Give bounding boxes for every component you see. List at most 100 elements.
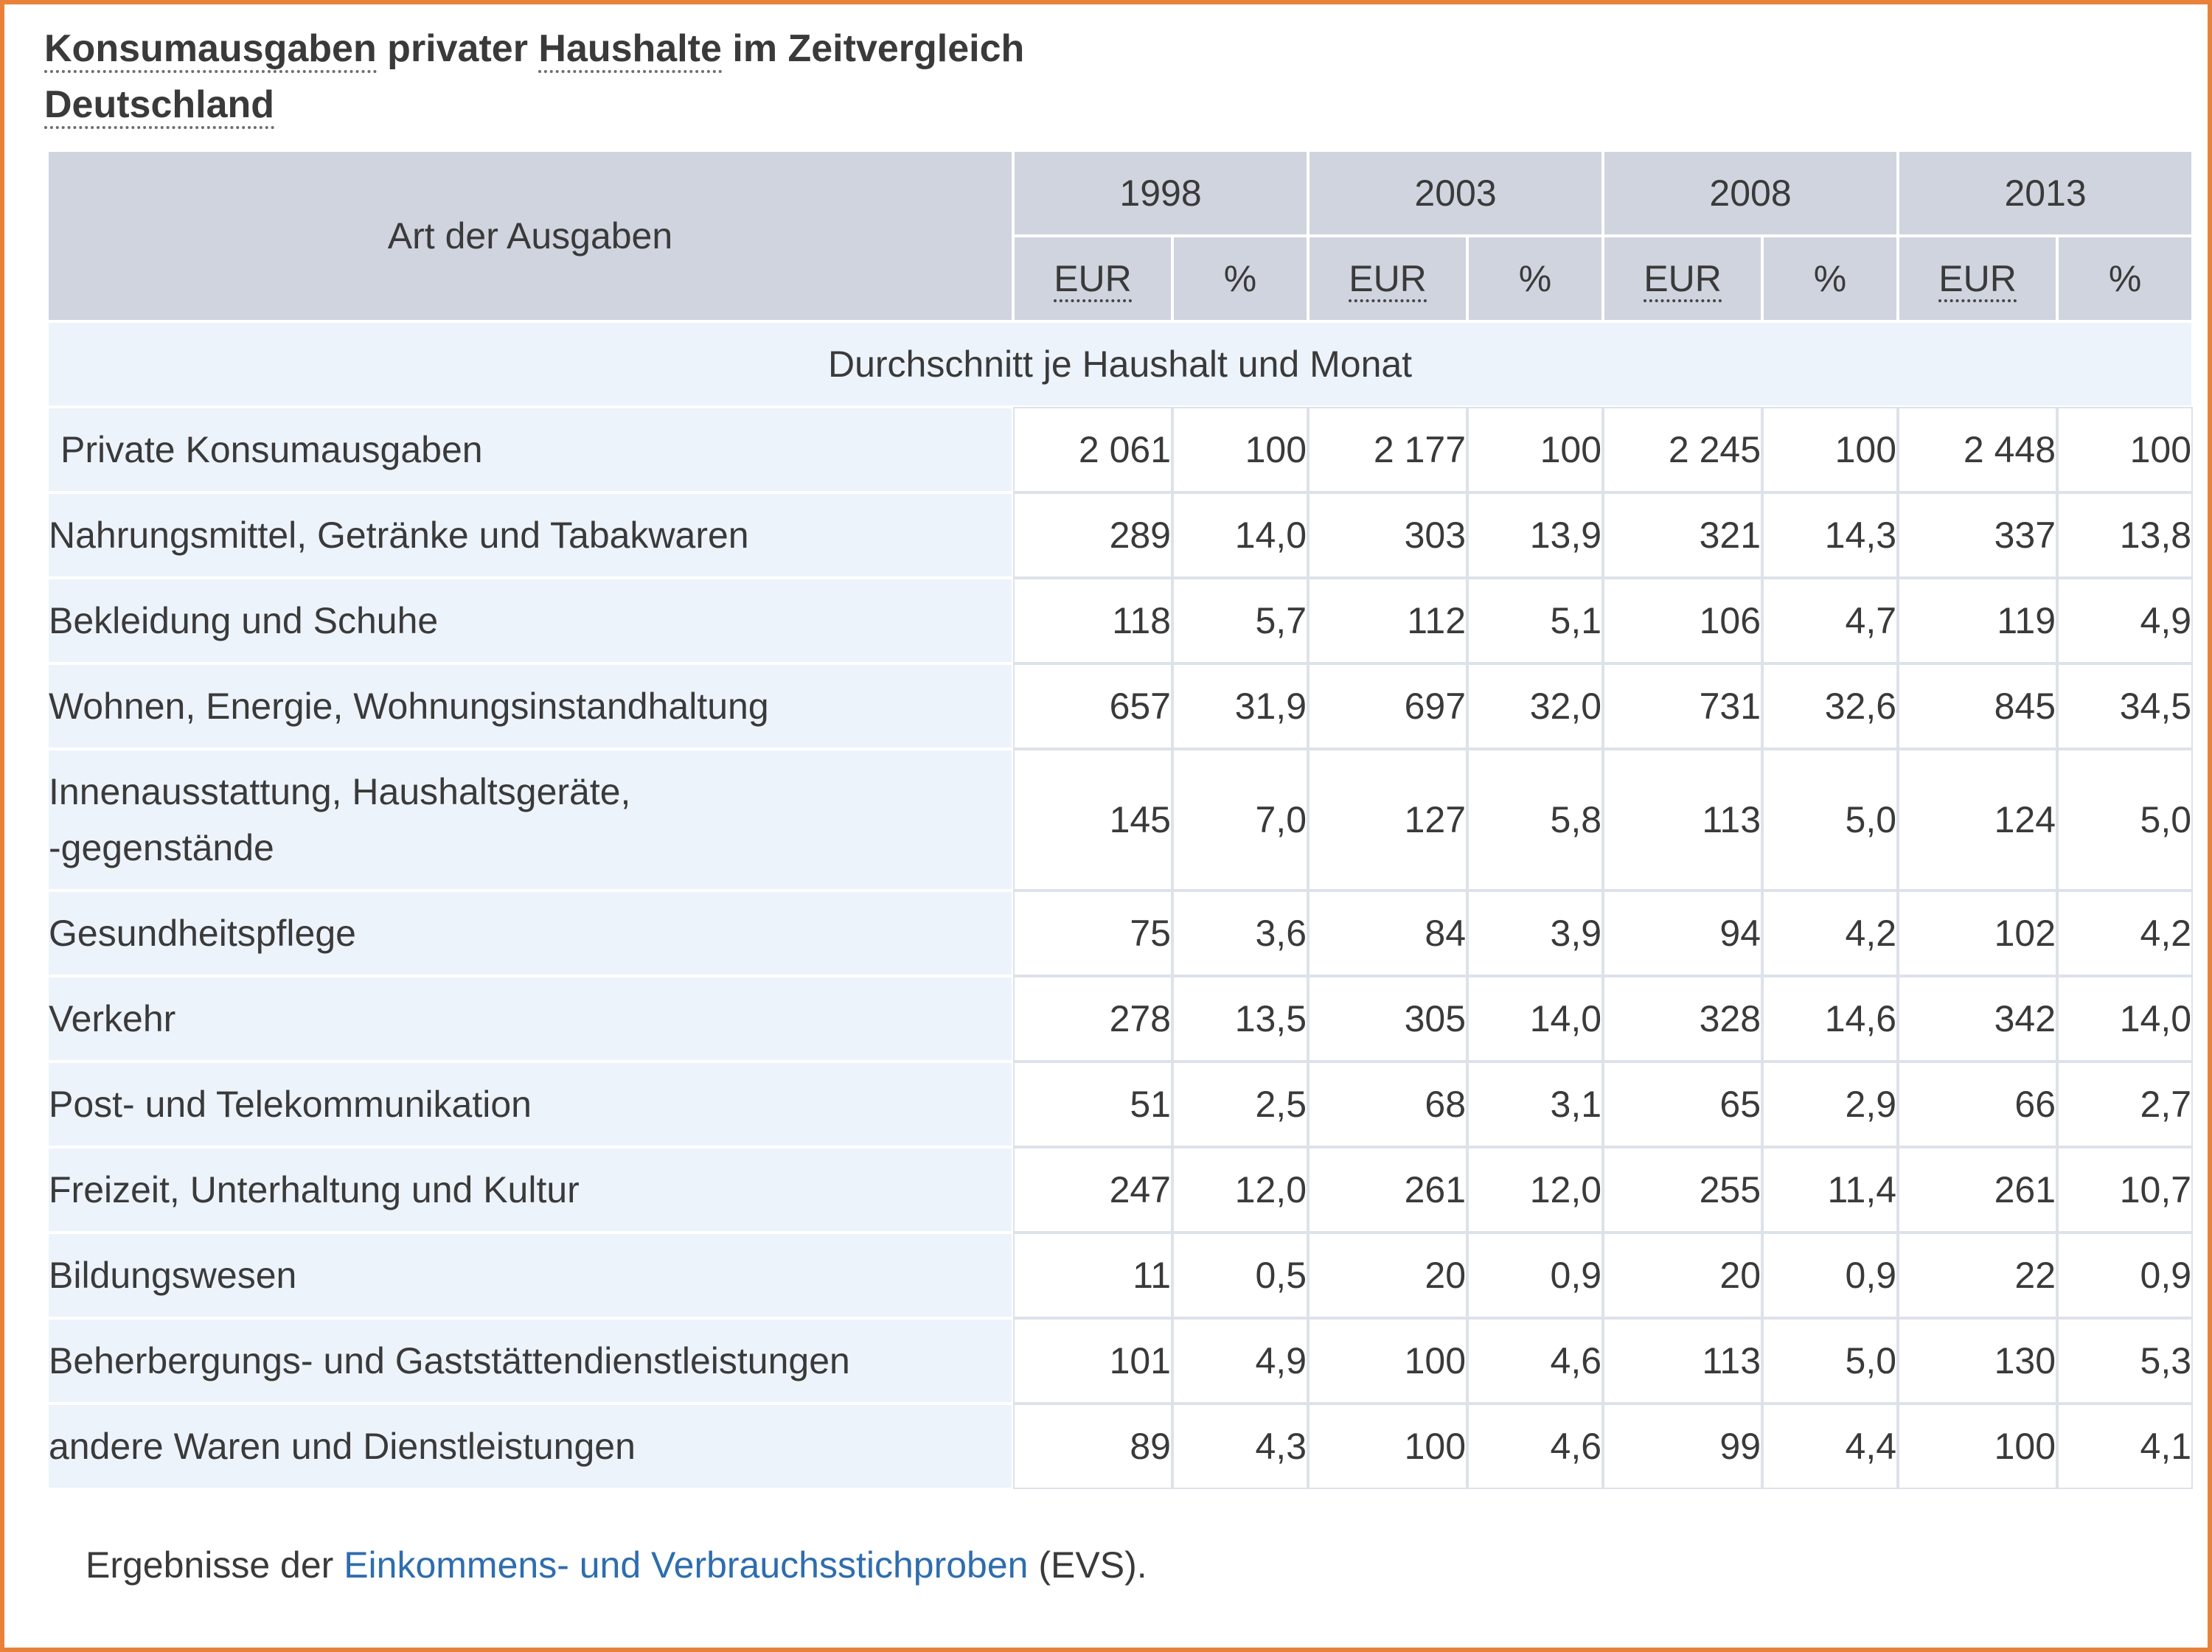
cell-eur: 255 — [1604, 1149, 1761, 1231]
cell-percent: 13,9 — [1469, 494, 1602, 576]
cell-eur: 127 — [1310, 750, 1467, 889]
cell-eur: 261 — [1899, 1149, 2056, 1231]
cell-eur: 845 — [1899, 665, 2056, 747]
row-label: andere Waren und Dienstleistungen — [49, 1405, 1012, 1488]
cell-eur: 101 — [1015, 1320, 1171, 1402]
column-header-year: 1998 — [1015, 152, 1307, 234]
cell-eur: 145 — [1015, 750, 1171, 889]
cell-percent: 5,3 — [2059, 1320, 2192, 1402]
cell-eur: 328 — [1604, 977, 1761, 1060]
column-header-percent: % — [1174, 237, 1307, 320]
cell-eur: 247 — [1015, 1149, 1171, 1231]
footnote-text: Ergebnisse der — [86, 1544, 344, 1586]
column-header-year: 2008 — [1604, 152, 1897, 234]
table-row: andere Waren und Dienstleistungen 89 4,3… — [49, 1405, 2192, 1488]
cell-eur: 130 — [1899, 1320, 2056, 1402]
cell-percent: 13,5 — [1174, 977, 1307, 1060]
cell-percent: 12,0 — [1469, 1149, 1602, 1231]
cell-eur: 113 — [1604, 1320, 1761, 1402]
cell-percent: 100 — [1174, 408, 1307, 491]
cell-percent: 12,0 — [1174, 1149, 1307, 1231]
cell-eur: 94 — [1604, 892, 1761, 975]
cell-percent: 5,0 — [1764, 750, 1897, 889]
table-row: Beherbergungs- und Gaststättendienstleis… — [49, 1320, 2192, 1402]
cell-eur: 261 — [1310, 1149, 1467, 1231]
cell-percent: 10,7 — [2059, 1149, 2192, 1231]
cell-eur: 22 — [1899, 1234, 2056, 1317]
cell-eur: 65 — [1604, 1063, 1761, 1146]
cell-eur: 106 — [1604, 579, 1761, 662]
cell-percent: 13,8 — [2059, 494, 2192, 576]
row-label: Gesundheitspflege — [49, 892, 1012, 975]
cell-percent: 100 — [2059, 408, 2192, 491]
cell-percent: 4,2 — [2059, 892, 2192, 975]
cell-percent: 0,9 — [1469, 1234, 1602, 1317]
table-caption: Konsumausgaben privater Haushalte im Zei… — [44, 21, 1024, 133]
cell-percent: 14,0 — [2059, 977, 2192, 1060]
cell-percent: 4,9 — [1174, 1320, 1307, 1402]
footnote-text-end: (EVS). — [1028, 1544, 1147, 1586]
cell-percent: 100 — [1764, 408, 1897, 491]
cell-percent: 4,6 — [1469, 1405, 1602, 1488]
row-label-line: -gegenstände — [49, 827, 274, 868]
cell-percent: 14,3 — [1764, 494, 1897, 576]
cell-percent: 2,5 — [1174, 1063, 1307, 1146]
table-row: Bildungswesen 11 0,5 20 0,9 20 0,9 22 0,… — [49, 1234, 2192, 1317]
cell-eur: 20 — [1604, 1234, 1761, 1317]
table-row: Post- und Telekommunikation 51 2,5 68 3,… — [49, 1063, 2192, 1146]
cell-eur: 113 — [1604, 750, 1761, 889]
column-header-year: 2013 — [1899, 152, 2192, 234]
cell-percent: 32,6 — [1764, 665, 1897, 747]
cell-eur: 2 245 — [1604, 408, 1761, 491]
cell-eur: 89 — [1015, 1405, 1171, 1488]
eur-abbreviation[interactable]: EUR — [1938, 258, 2017, 302]
term-konsumausgaben[interactable]: Konsumausgaben — [44, 27, 377, 73]
cell-percent: 5,1 — [1469, 579, 1602, 662]
cell-eur: 66 — [1899, 1063, 2056, 1146]
term-haushalte[interactable]: Haushalte — [538, 27, 722, 73]
cell-eur: 337 — [1899, 494, 2056, 576]
row-label: Wohnen, Energie, Wohnungsinstandhaltung — [49, 665, 1012, 747]
cell-eur: 303 — [1310, 494, 1467, 576]
column-header-eur: EUR — [1899, 237, 2056, 320]
cell-percent: 4,3 — [1174, 1405, 1307, 1488]
eur-abbreviation[interactable]: EUR — [1349, 258, 1427, 302]
row-label: Nahrungsmittel, Getränke und Tabakwaren — [49, 494, 1012, 576]
cell-eur: 124 — [1899, 750, 2056, 889]
consumption-table: Art der Ausgaben 1998 2003 2008 2013 EUR… — [46, 149, 2194, 1491]
row-label: Bekleidung und Schuhe — [49, 579, 1012, 662]
cell-eur: 112 — [1310, 579, 1467, 662]
column-header-category: Art der Ausgaben — [49, 152, 1012, 320]
eur-abbreviation[interactable]: EUR — [1054, 258, 1132, 302]
evs-link[interactable]: Einkommens- und Verbrauchsstichproben — [344, 1544, 1029, 1586]
row-label: Freizeit, Unterhaltung und Kultur — [49, 1149, 1012, 1231]
cell-percent: 5,0 — [1764, 1320, 1897, 1402]
cell-percent: 4,6 — [1469, 1320, 1602, 1402]
cell-eur: 2 177 — [1310, 408, 1467, 491]
table-row: Nahrungsmittel, Getränke und Tabakwaren … — [49, 494, 2192, 576]
column-header-year: 2003 — [1310, 152, 1602, 234]
cell-eur: 305 — [1310, 977, 1467, 1060]
term-deutschland[interactable]: Deutschland — [44, 83, 275, 129]
table-row: Private Konsumausgaben 2 061 100 2 177 1… — [49, 408, 2192, 491]
table-row: Bekleidung und Schuhe 118 5,7 112 5,1 10… — [49, 579, 2192, 662]
cell-eur: 100 — [1310, 1320, 1467, 1402]
cell-eur: 278 — [1015, 977, 1171, 1060]
eur-abbreviation[interactable]: EUR — [1644, 258, 1722, 302]
column-header-percent: % — [2059, 237, 2192, 320]
column-header-percent: % — [1764, 237, 1897, 320]
row-label: Verkehr — [49, 977, 1012, 1060]
cell-percent: 4,4 — [1764, 1405, 1897, 1488]
cell-percent: 4,1 — [2059, 1405, 2192, 1488]
section-label: Durchschnitt je Haushalt und Monat — [49, 323, 2192, 405]
row-label: Beherbergungs- und Gaststättendienstleis… — [49, 1320, 1012, 1402]
caption-subtitle-line: Deutschland — [44, 77, 1024, 133]
cell-percent: 0,9 — [1764, 1234, 1897, 1317]
table-footnote: Ergebnisse der Einkommens- und Verbrauch… — [86, 1544, 1147, 1586]
cell-percent: 5,8 — [1469, 750, 1602, 889]
cell-eur: 289 — [1015, 494, 1171, 576]
cell-eur: 84 — [1310, 892, 1467, 975]
cell-percent: 14,0 — [1469, 977, 1602, 1060]
cell-eur: 100 — [1310, 1405, 1467, 1488]
